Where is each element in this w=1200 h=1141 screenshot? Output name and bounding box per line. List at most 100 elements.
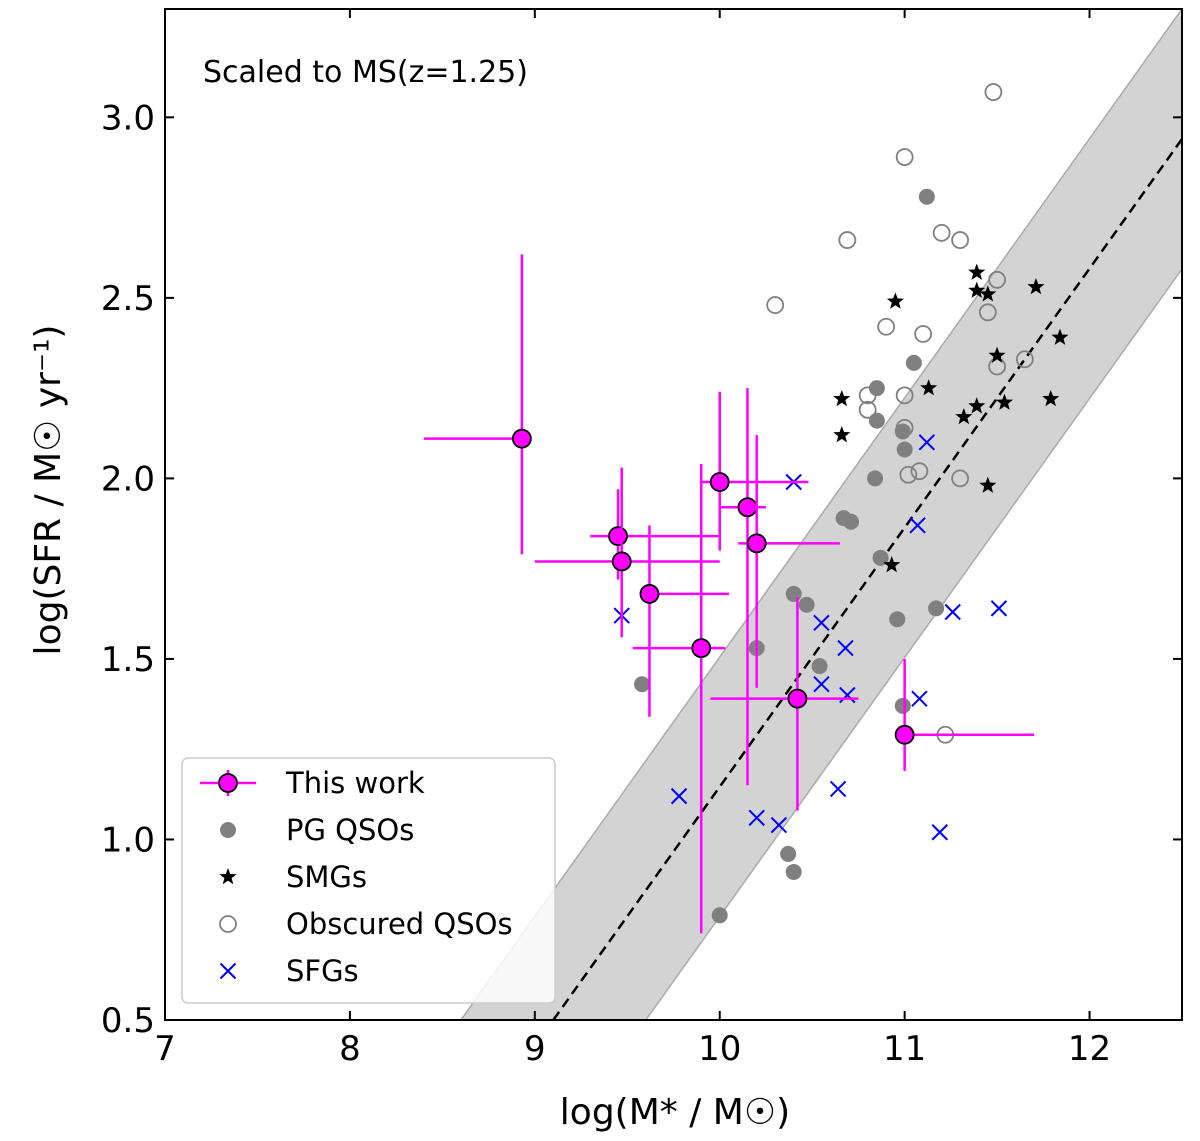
legend-marker [218,773,238,793]
obscured-qso-point [1015,350,1034,369]
sfg-point [839,686,856,704]
legend-box [181,757,556,1004]
sfg-point [944,603,961,621]
sfg-point [770,816,788,834]
smg-point [968,263,986,280]
legend-marker [220,822,236,838]
legend-item: Obscured QSOs [219,907,513,941]
obscured-qso-point [914,325,933,343]
legend-item: SFGs [219,954,359,988]
this-work-marker [639,584,660,604]
y-tick-label: 2.0 [101,459,155,499]
pg-qso-point [896,441,913,458]
y-tick-label: 2.5 [101,279,155,319]
this-work-marker [608,526,628,547]
pg-qso-point [868,380,885,397]
sfg-point [813,614,830,632]
this-work-point [894,658,1035,771]
legend-label: Obscured QSOs [286,907,513,941]
legend-item: This work [200,766,425,800]
main-sequence-line [552,138,1182,1020]
sfg-point [837,639,854,657]
pg-qso-point [843,513,860,530]
main-sequence-band [459,9,1182,1020]
sfg-point [829,780,847,798]
smg-point [968,281,986,298]
x-tick-label: 12 [1068,1029,1111,1069]
sfg-point [918,434,936,451]
pg-qso-point [894,697,911,714]
legend-marker [219,868,237,885]
obscured-qso-point [877,317,896,336]
this-work-marker [787,688,808,709]
sfg-point [748,809,765,827]
smg-point [988,346,1006,363]
sfg-point [909,517,926,534]
smg-point [833,426,851,443]
pg-qso-point [918,188,935,205]
this-work-marker [611,551,632,572]
pg-qso-point [928,600,945,617]
legend-label: SFGs [286,954,359,988]
pg-qso-point [868,412,885,429]
x-tick-label: 10 [698,1029,741,1069]
legend-item: SMGs [219,860,367,894]
this-work-point [701,391,809,551]
obscured-qso-point [895,386,914,405]
obscured-qso-point [951,231,970,249]
x-tick-label: 11 [883,1029,926,1069]
obscured-qso-point [932,223,951,242]
x-tick-label: 7 [154,1029,176,1069]
axes-layer: 7 8 9 10 11 12 0.5 1.0 1.5 2.0 2.5 3.0 [101,8,1183,1069]
legend-label: SMGs [286,860,367,894]
y-axis-title: log(SFR / M☉ yr⁻¹) [28,325,69,656]
legend-marker [219,915,237,933]
smg-point [968,397,986,414]
obscured-qso-point [978,303,997,322]
this-work-marker [511,428,532,449]
smg-point [955,408,973,425]
x-tick-label: 9 [524,1029,546,1069]
legend-item: PG QSOs [220,813,414,847]
pg-qso-point [811,658,828,675]
this-work-point [639,525,729,717]
this-work-point [423,254,532,555]
legend-marker [219,962,237,980]
smg-point [995,393,1014,410]
pg-qso-point [889,611,906,628]
smg-point [1027,278,1045,295]
pg-qso-point [634,676,651,693]
y-tick-label: 1.0 [101,820,155,860]
obscured-qso-point [838,231,857,249]
obscured-qso-point [766,296,785,314]
smg-point [833,389,851,407]
plot-frame [164,8,1183,1021]
pg-qso-point [894,423,911,440]
pg-qso-point [798,596,815,613]
pg-qso-point [785,585,802,602]
this-work-point [632,463,726,934]
y-tick-label: 1.5 [101,640,155,680]
pg-qso-point [785,863,802,880]
obscured-qso-point [895,148,914,166]
x-axis-title: log(M* / M☉) [560,1092,790,1133]
this-work-marker [746,533,767,554]
this-work-marker [691,638,712,658]
legend-label: This work [285,766,425,800]
obscured-qso-point [988,270,1006,289]
sfg-point [813,675,830,693]
pg-qso-point [711,907,728,924]
smg-point [883,556,901,573]
this-work-point [534,467,720,638]
obscured-qso-point [951,469,970,488]
smg-point [886,292,904,309]
pg-qso-point [867,470,884,487]
sfg-point [990,600,1008,617]
y-tick-label: 3.0 [101,98,155,138]
this-work-marker [709,472,730,492]
pg-qso-point [780,845,797,862]
obscured-qso-point [910,462,929,481]
this-work-point [738,435,840,688]
main-sequence-layer [459,9,1182,1020]
